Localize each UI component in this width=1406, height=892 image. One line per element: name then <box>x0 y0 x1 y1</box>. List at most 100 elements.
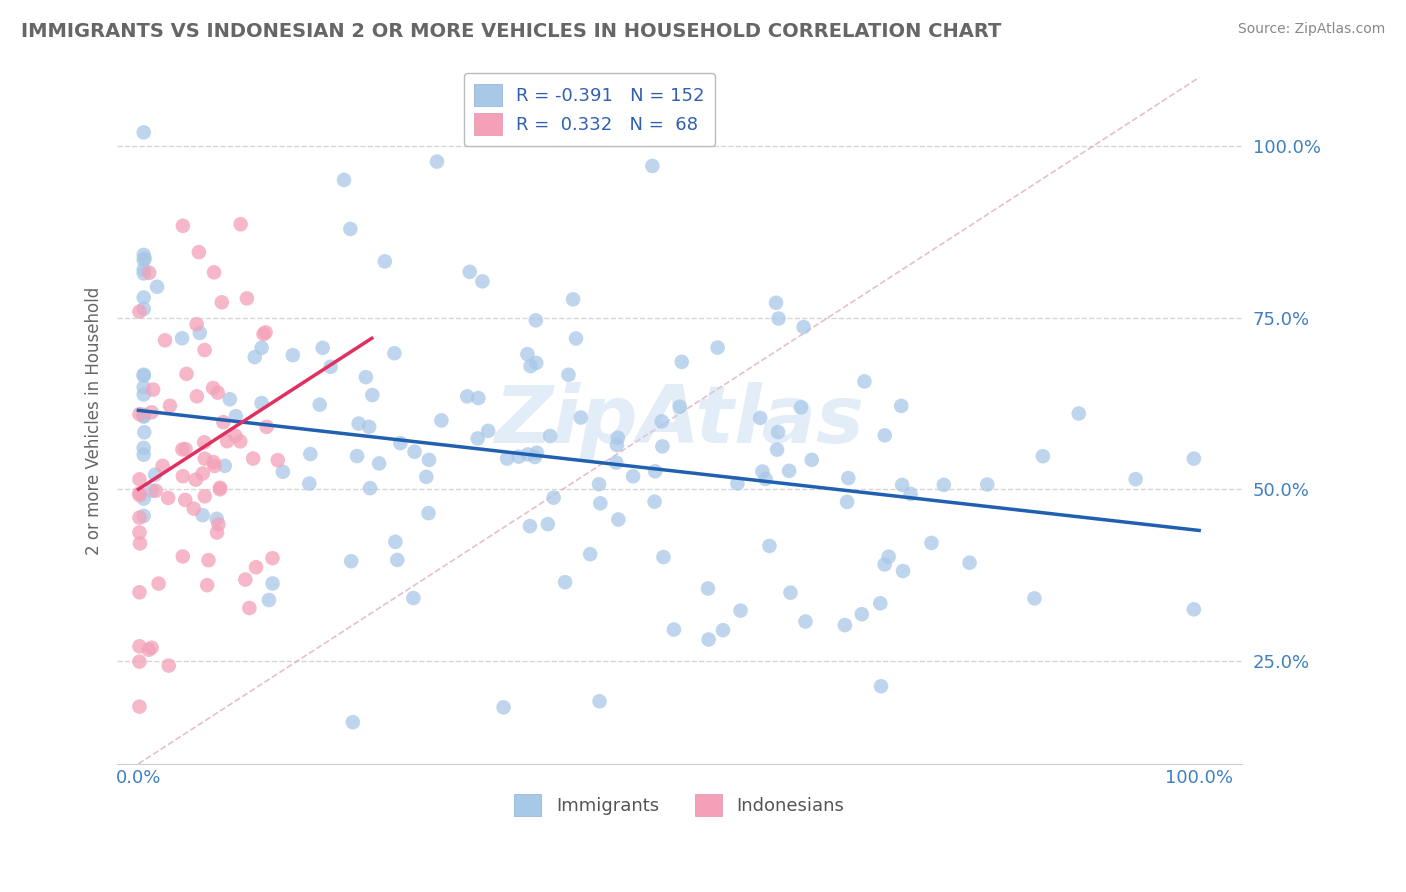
Point <box>132 508 155 523</box>
Point <box>128 510 150 524</box>
Point <box>132 380 155 394</box>
Point <box>778 464 800 478</box>
Point <box>519 359 541 373</box>
Point <box>141 483 163 498</box>
Point <box>132 448 155 462</box>
Point <box>389 436 412 450</box>
Point <box>191 467 214 481</box>
Point <box>299 447 322 461</box>
Point <box>243 350 266 364</box>
Point <box>132 125 155 139</box>
Point <box>128 488 150 502</box>
Point <box>157 491 180 505</box>
Point <box>214 458 236 473</box>
Point <box>430 413 453 427</box>
Point <box>143 467 166 482</box>
Point <box>644 494 666 508</box>
Point <box>384 346 406 360</box>
Point <box>543 491 565 505</box>
Point <box>621 469 644 483</box>
Point <box>207 517 229 532</box>
Point <box>851 607 873 622</box>
Point <box>766 442 789 457</box>
Point <box>790 401 813 415</box>
Point <box>132 409 155 424</box>
Point <box>565 331 588 345</box>
Point <box>262 551 284 566</box>
Point <box>186 317 208 331</box>
Point <box>148 576 170 591</box>
Point <box>605 456 627 470</box>
Point <box>128 699 150 714</box>
Point <box>959 556 981 570</box>
Point <box>333 173 356 187</box>
Point <box>172 442 194 457</box>
Point <box>141 405 163 419</box>
Text: Source: ZipAtlas.com: Source: ZipAtlas.com <box>1237 22 1385 37</box>
Point <box>128 304 150 318</box>
Point <box>671 355 693 369</box>
Point <box>184 473 207 487</box>
Point <box>458 265 481 279</box>
Point <box>415 470 437 484</box>
Point <box>877 549 900 564</box>
Point <box>384 534 406 549</box>
Text: IMMIGRANTS VS INDONESIAN 2 OR MORE VEHICLES IN HOUSEHOLD CORRELATION CHART: IMMIGRANTS VS INDONESIAN 2 OR MORE VEHIC… <box>21 22 1001 41</box>
Point <box>755 472 778 486</box>
Point <box>900 487 922 501</box>
Point <box>516 347 538 361</box>
Point <box>183 501 205 516</box>
Y-axis label: 2 or more Vehicles in Household: 2 or more Vehicles in Household <box>86 286 103 555</box>
Point <box>132 301 155 316</box>
Point <box>152 458 174 473</box>
Point <box>250 396 273 410</box>
Point <box>651 414 673 428</box>
Point <box>128 655 150 669</box>
Point <box>186 389 208 403</box>
Point <box>132 248 155 262</box>
Point <box>589 496 612 510</box>
Point <box>128 407 150 421</box>
Point <box>142 383 165 397</box>
Point <box>354 370 377 384</box>
Point <box>132 387 155 401</box>
Point <box>174 492 197 507</box>
Point <box>132 441 155 455</box>
Point <box>194 343 217 357</box>
Point <box>730 603 752 617</box>
Point <box>1182 451 1205 466</box>
Point <box>208 482 231 496</box>
Point <box>347 417 370 431</box>
Point <box>569 410 592 425</box>
Point <box>193 435 215 450</box>
Point <box>132 368 155 383</box>
Point <box>128 525 150 540</box>
Point <box>342 715 364 730</box>
Point <box>779 585 801 599</box>
Point <box>128 585 150 599</box>
Point <box>869 596 891 610</box>
Point <box>172 219 194 233</box>
Point <box>1125 472 1147 486</box>
Point <box>229 434 252 449</box>
Point <box>195 578 218 592</box>
Point <box>644 464 666 478</box>
Point <box>159 399 181 413</box>
Point <box>1182 602 1205 616</box>
Point <box>138 266 160 280</box>
Point <box>537 517 560 532</box>
Point <box>145 483 167 498</box>
Point <box>132 262 155 277</box>
Point <box>562 293 585 307</box>
Point <box>837 471 859 485</box>
Point <box>641 159 664 173</box>
Point <box>835 495 858 509</box>
Point <box>202 455 225 469</box>
Point <box>194 451 217 466</box>
Point <box>800 453 823 467</box>
Point <box>404 444 426 458</box>
Point <box>668 400 690 414</box>
Point <box>891 564 914 578</box>
Point <box>706 341 728 355</box>
Point <box>751 465 773 479</box>
